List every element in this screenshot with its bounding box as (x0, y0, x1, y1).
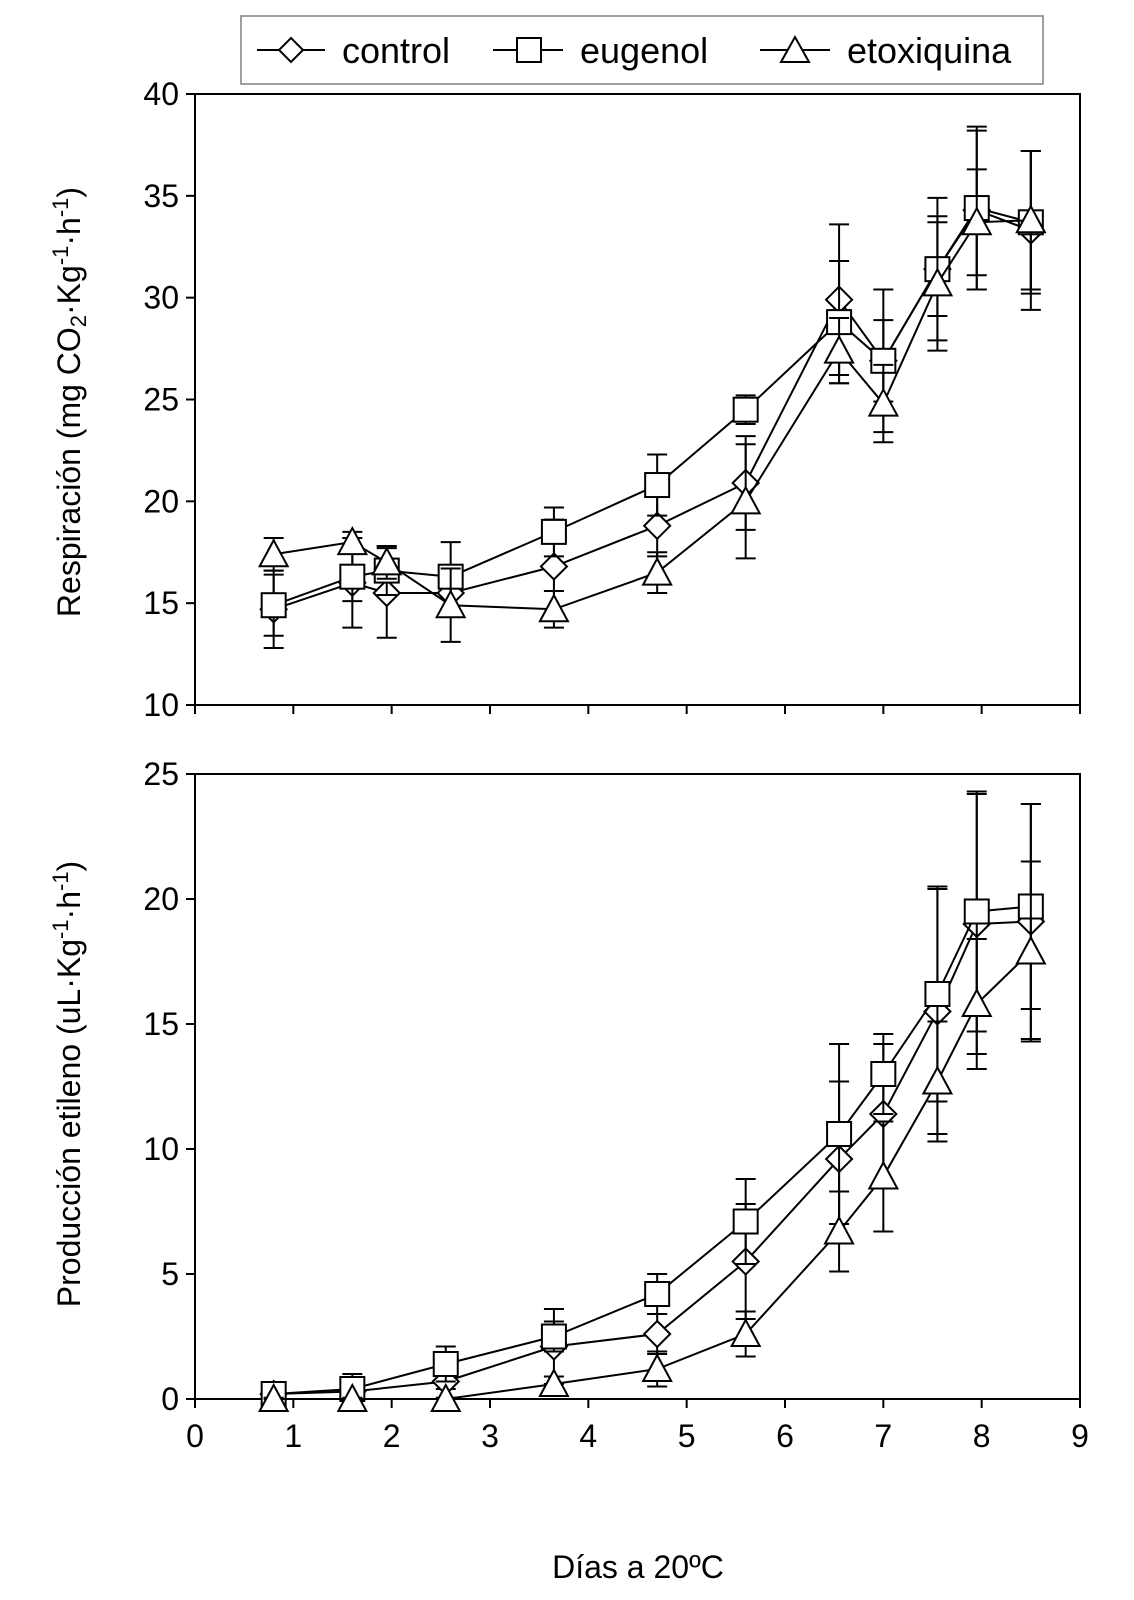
data-point-etoxiquina (921, 1065, 954, 1095)
respiration-chart: 10 15 20 25 30 35 40 (143, 76, 1081, 723)
ethylene-y-axis-title: Producción etileno (uL·Kg-1·h-1) (48, 861, 87, 1307)
data-point-eugenol (339, 563, 366, 590)
y-tick-label: 35 (143, 178, 179, 214)
data-point-control (642, 1319, 672, 1349)
y-tick-label: 0 (161, 1381, 179, 1417)
y-tick-label: 20 (143, 881, 179, 917)
x-axis-title: Días a 20ºC (552, 1549, 724, 1585)
x-tick-label: 0 (186, 1418, 204, 1454)
legend-label-etoxiquina: etoxiquina (847, 30, 1012, 71)
data-point-etoxiquina (257, 1382, 290, 1412)
data-point-etoxiquina (641, 556, 673, 586)
y-tick-label: 10 (143, 687, 179, 723)
data-point-etoxiquina (1015, 935, 1047, 965)
legend-entry-control: control (257, 30, 450, 71)
series-line-eugenol (273, 905, 1031, 1395)
legend-entry-eugenol: eugenol (493, 30, 708, 71)
ethylene-chart: 0 5 10 15 20 25 0 1 2 3 4 5 6 7 8 9 (143, 756, 1088, 1454)
data-point-etoxiquina (961, 987, 993, 1017)
data-point-eugenol (826, 1121, 853, 1147)
x-tick-label: 8 (973, 1418, 991, 1454)
y-tick-label: 25 (143, 382, 179, 418)
y-tick-label: 15 (143, 585, 179, 621)
x-tick-label: 3 (481, 1418, 499, 1454)
data-point-etoxiquina (867, 1160, 900, 1190)
data-point-eugenol (432, 1351, 459, 1377)
data-point-eugenol (260, 592, 287, 619)
plot-area (194, 93, 1081, 706)
x-tick-label: 1 (284, 1418, 302, 1454)
data-point-control (642, 511, 672, 541)
data-point-eugenol (644, 472, 671, 499)
series-eugenol (260, 125, 1044, 637)
series-line-control (273, 920, 1031, 1395)
data-point-etoxiquina (336, 525, 369, 556)
series-etoxiquina (257, 150, 1047, 643)
data-point-etoxiquina (729, 1317, 762, 1347)
data-point-eugenol (963, 898, 990, 925)
y-tick-label: 20 (143, 483, 179, 519)
series-etoxiquina (257, 860, 1047, 1412)
x-tick-label: 2 (383, 1418, 401, 1454)
series-eugenol (260, 790, 1044, 1407)
data-point-eugenol (732, 1208, 759, 1235)
y-tick-label: 40 (143, 76, 179, 112)
data-point-etoxiquina (823, 1215, 855, 1245)
x-tick-label: 9 (1071, 1418, 1089, 1454)
x-tick-label: 4 (579, 1418, 597, 1454)
data-point-etoxiquina (434, 589, 467, 619)
legend-entry-etoxiquina: etoxiquina (760, 30, 1012, 71)
x-tick-label: 5 (678, 1418, 696, 1454)
y-tick-label: 30 (143, 280, 179, 316)
data-point-etoxiquina (1015, 204, 1047, 234)
legend-square-marker (516, 37, 542, 63)
data-point-etoxiquina (867, 387, 900, 417)
legend: control eugenol etoxiquina (240, 15, 1044, 85)
data-point-etoxiquina (729, 485, 762, 515)
data-point-eugenol (540, 518, 567, 545)
data-point-etoxiquina (823, 334, 855, 364)
data-point-etoxiquina (921, 267, 954, 297)
y-tick-label: 10 (143, 1131, 179, 1167)
respiration-y-axis-title: Respiración (mg CO2·Kg-1·h-1) (48, 187, 91, 617)
data-point-eugenol (644, 1281, 671, 1307)
plot-area (194, 773, 1081, 1400)
data-point-eugenol (732, 396, 759, 423)
x-tick-label: 7 (874, 1418, 892, 1454)
legend-label-control: control (342, 30, 450, 71)
data-point-etoxiquina (961, 206, 993, 236)
data-point-etoxiquina (538, 593, 570, 623)
data-point-eugenol (870, 1061, 897, 1087)
data-point-etoxiquina (371, 546, 403, 576)
data-point-eugenol (540, 1323, 567, 1350)
data-point-control (539, 552, 569, 581)
data-point-etoxiquina (641, 1352, 673, 1382)
data-point-etoxiquina (430, 1382, 462, 1412)
y-tick-label: 15 (143, 1006, 179, 1042)
legend-label-eugenol: eugenol (580, 30, 708, 71)
y-tick-label: 5 (161, 1256, 179, 1292)
legend-triangle-marker (779, 34, 811, 63)
y-tick-label: 25 (143, 756, 179, 792)
data-point-etoxiquina (257, 538, 290, 568)
data-point-eugenol (924, 981, 951, 1007)
x-tick-label: 6 (776, 1418, 794, 1454)
data-point-etoxiquina (538, 1367, 570, 1397)
legend-diamond-marker (277, 36, 305, 64)
legend-box (240, 15, 1044, 85)
data-point-etoxiquina (336, 1382, 369, 1412)
